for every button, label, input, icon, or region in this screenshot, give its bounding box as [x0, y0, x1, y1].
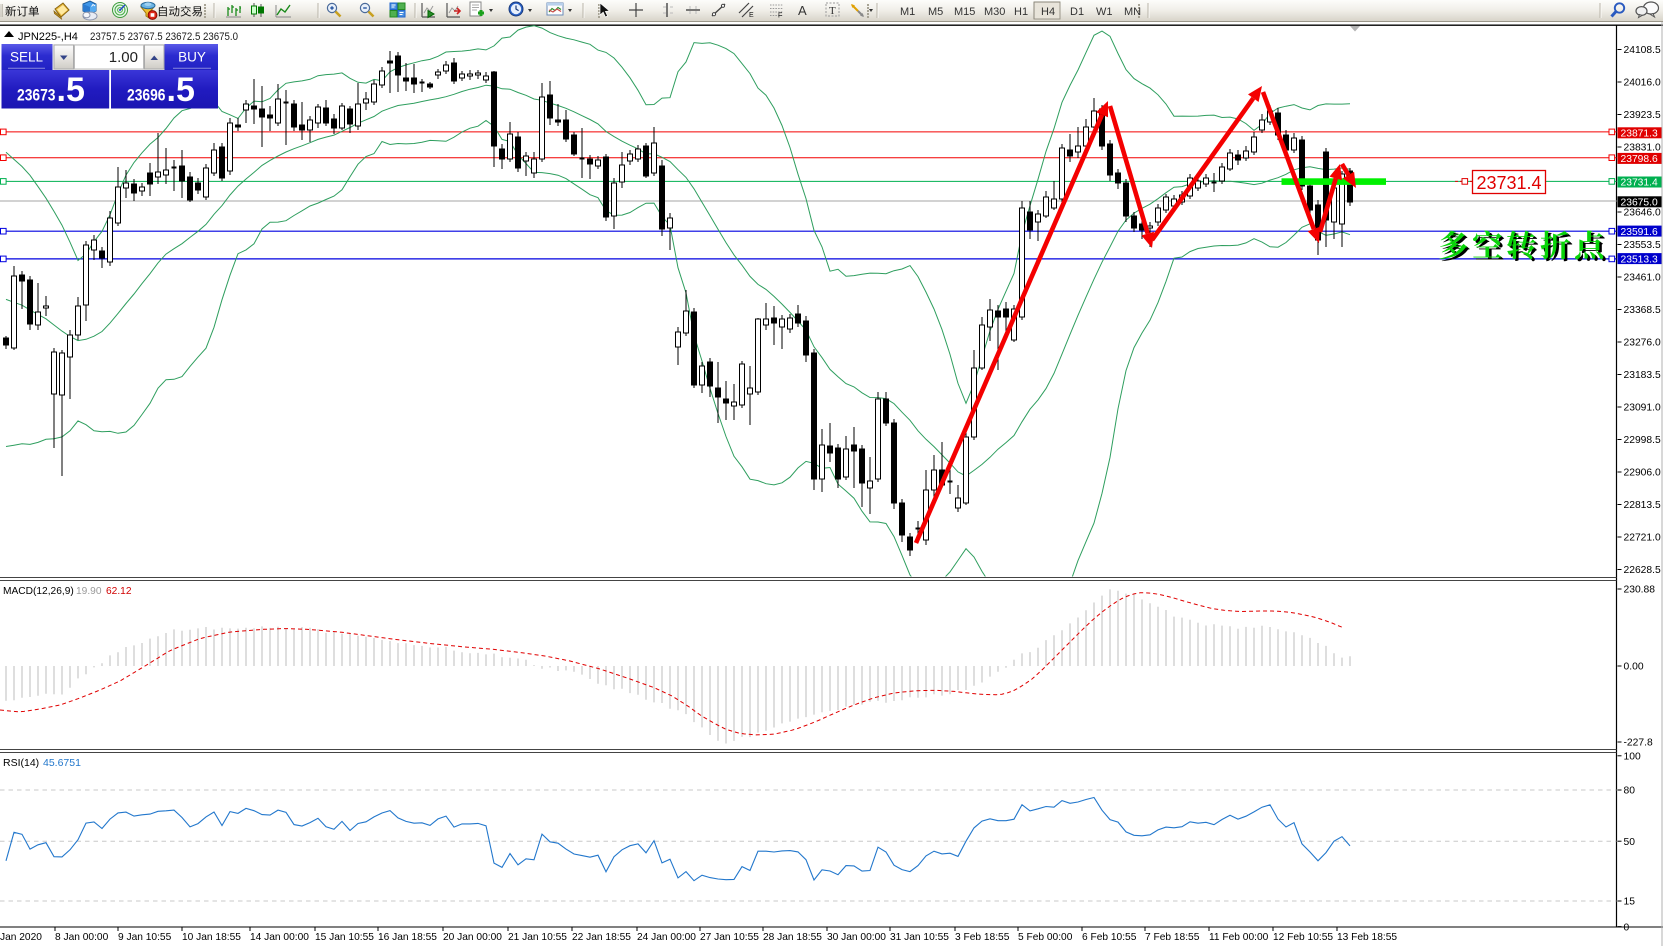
- svg-text:23646.0: 23646.0: [1624, 208, 1661, 219]
- svg-text:31 Jan 10:55: 31 Jan 10:55: [890, 932, 949, 943]
- svg-text:M5: M5: [928, 6, 943, 18]
- svg-text:H1: H1: [1014, 6, 1028, 18]
- svg-text:23731.4: 23731.4: [1621, 178, 1658, 189]
- svg-text:M1: M1: [900, 6, 915, 18]
- svg-text:23461.0: 23461.0: [1624, 273, 1661, 284]
- svg-text:W1: W1: [1096, 6, 1113, 18]
- svg-text:23696: 23696: [127, 87, 166, 105]
- svg-text:22998.5: 22998.5: [1624, 435, 1661, 446]
- svg-text:23368.5: 23368.5: [1624, 305, 1661, 316]
- svg-text:13 Feb 18:55: 13 Feb 18:55: [1337, 932, 1397, 943]
- svg-text:11 Feb 00:00: 11 Feb 00:00: [1209, 932, 1269, 943]
- svg-text:24016.0: 24016.0: [1624, 78, 1661, 89]
- svg-text:M15: M15: [954, 6, 975, 18]
- svg-text:50: 50: [1624, 837, 1636, 848]
- svg-text:10 Jan 18:55: 10 Jan 18:55: [182, 932, 241, 943]
- svg-text:3 Feb 18:55: 3 Feb 18:55: [955, 932, 1010, 943]
- svg-text:23553.5: 23553.5: [1624, 240, 1661, 251]
- svg-text:45.6751: 45.6751: [43, 757, 81, 769]
- svg-text:19.90: 19.90: [76, 586, 102, 597]
- svg-text:M30: M30: [984, 6, 1005, 18]
- svg-text:22906.0: 22906.0: [1624, 468, 1661, 479]
- svg-text:23798.6: 23798.6: [1621, 154, 1658, 165]
- svg-text:8 Jan 00:00: 8 Jan 00:00: [55, 932, 109, 943]
- svg-text:23513.3: 23513.3: [1621, 254, 1658, 265]
- svg-text:62.12: 62.12: [106, 586, 132, 597]
- svg-text:RSI(14): RSI(14): [3, 757, 39, 769]
- svg-text:21 Jan 10:55: 21 Jan 10:55: [508, 932, 567, 943]
- svg-text:12 Feb 10:55: 12 Feb 10:55: [1273, 932, 1333, 943]
- svg-text:22721.0: 22721.0: [1624, 533, 1661, 544]
- svg-text:T: T: [829, 5, 836, 17]
- svg-text:0: 0: [1624, 922, 1630, 933]
- svg-text:14 Jan 00:00: 14 Jan 00:00: [250, 932, 309, 943]
- svg-text:23276.0: 23276.0: [1624, 338, 1661, 349]
- svg-text:23673: 23673: [17, 87, 56, 105]
- svg-text:D1: D1: [1070, 6, 1084, 18]
- svg-text:15 Jan 10:55: 15 Jan 10:55: [315, 932, 374, 943]
- svg-text:5 Feb 00:00: 5 Feb 00:00: [1018, 932, 1073, 943]
- svg-text:16 Jan 18:55: 16 Jan 18:55: [378, 932, 437, 943]
- svg-text:23831.0: 23831.0: [1624, 143, 1661, 154]
- svg-text:A: A: [798, 3, 807, 18]
- svg-text:30 Jan 00:00: 30 Jan 00:00: [827, 932, 886, 943]
- svg-text:28 Jan 18:55: 28 Jan 18:55: [763, 932, 822, 943]
- svg-text:MN: MN: [1124, 6, 1141, 18]
- svg-text:23871.3: 23871.3: [1621, 129, 1658, 140]
- svg-text:0.00: 0.00: [1624, 662, 1644, 673]
- svg-text:24 Jan 00:00: 24 Jan 00:00: [637, 932, 696, 943]
- svg-text:23091.0: 23091.0: [1624, 403, 1661, 414]
- svg-text:230.88: 230.88: [1624, 585, 1656, 596]
- svg-text:23757.5 23767.5 23672.5 23675.: 23757.5 23767.5 23672.5 23675.0: [90, 31, 238, 43]
- svg-text:BUY: BUY: [178, 50, 206, 65]
- svg-text:23923.5: 23923.5: [1624, 110, 1661, 121]
- svg-text:6 Feb 10:55: 6 Feb 10:55: [1082, 932, 1137, 943]
- svg-text:15: 15: [1624, 897, 1636, 908]
- svg-text:Jan 2020: Jan 2020: [0, 932, 42, 943]
- svg-text:22813.5: 22813.5: [1624, 500, 1661, 511]
- svg-text:100: 100: [1624, 752, 1641, 763]
- svg-text:H4: H4: [1041, 6, 1055, 18]
- svg-text:JPN225-,H4: JPN225-,H4: [18, 31, 78, 43]
- svg-text:F: F: [778, 13, 782, 20]
- svg-text:80: 80: [1624, 786, 1636, 797]
- svg-text:.5: .5: [57, 71, 85, 109]
- svg-text:1.00: 1.00: [109, 49, 138, 66]
- svg-text:23675.0: 23675.0: [1621, 198, 1658, 209]
- svg-text:23183.5: 23183.5: [1624, 370, 1661, 381]
- svg-text:MACD(12,26,9): MACD(12,26,9): [3, 586, 74, 597]
- svg-text:9 Jan 10:55: 9 Jan 10:55: [118, 932, 172, 943]
- svg-text:22628.5: 22628.5: [1624, 565, 1661, 576]
- svg-text:-227.8: -227.8: [1624, 738, 1653, 749]
- svg-text:7 Feb 18:55: 7 Feb 18:55: [1145, 932, 1200, 943]
- svg-text:23591.6: 23591.6: [1621, 227, 1658, 238]
- svg-text:23731.4: 23731.4: [1477, 173, 1542, 193]
- svg-text:27 Jan 10:55: 27 Jan 10:55: [700, 932, 759, 943]
- svg-text:22 Jan 18:55: 22 Jan 18:55: [572, 932, 631, 943]
- svg-text:SELL: SELL: [10, 50, 44, 65]
- svg-text:24108.5: 24108.5: [1624, 45, 1661, 56]
- svg-text:E: E: [749, 12, 754, 19]
- svg-text:20 Jan 00:00: 20 Jan 00:00: [443, 932, 502, 943]
- svg-text:.5: .5: [167, 71, 195, 109]
